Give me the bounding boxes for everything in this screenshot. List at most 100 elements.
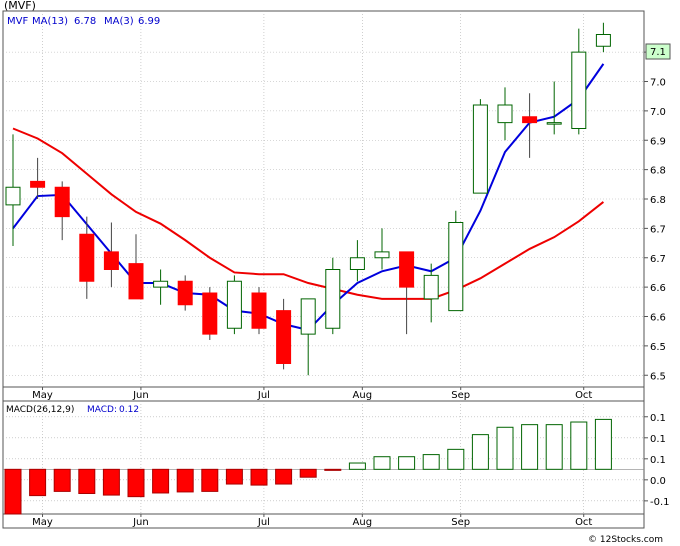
candle-body — [177, 280, 193, 306]
candle-body — [251, 292, 267, 329]
candle-body — [103, 251, 119, 270]
candle — [472, 99, 488, 194]
macd-legend-value-label: MACD: — [87, 405, 117, 415]
legend-ma-long-label: MA(13) — [32, 16, 68, 27]
macd-tick-label: 0.1 — [650, 455, 666, 466]
macd-legend-value: 0.12 — [119, 405, 139, 415]
candle — [128, 234, 144, 300]
month-label: May — [32, 390, 53, 401]
macd-legend-label: MACD(26,12,9) — [6, 405, 74, 415]
candle — [325, 257, 341, 335]
month-label: Jun — [132, 390, 149, 401]
price-tick-label: 7.0 — [650, 78, 666, 89]
macd-month-label: Oct — [575, 517, 592, 528]
candle-body — [448, 222, 464, 312]
macd-bar — [570, 421, 588, 470]
candle — [30, 157, 46, 199]
candle — [54, 181, 70, 241]
price-y-ticks: 6.5 6.5 6.6 6.6 6.7 6.7 6.8 6.8 6.9 7.0 7.0 7.1 — [644, 48, 666, 382]
candle-body — [571, 51, 587, 129]
candle — [177, 275, 193, 311]
candle — [399, 251, 415, 335]
candle — [276, 298, 292, 370]
macd-bar — [127, 468, 145, 498]
candle-body — [128, 263, 144, 300]
macd-bar — [299, 468, 317, 478]
x-axis-band-top — [2, 386, 645, 402]
price-tick-label: 6.7 — [650, 254, 666, 265]
x-axis-band-bottom — [2, 513, 645, 529]
macd-tick-label: 0.0 — [650, 476, 666, 487]
candle-body — [300, 298, 316, 335]
macd-bar — [594, 418, 612, 470]
month-label: Aug — [353, 390, 373, 401]
price-grid — [3, 11, 644, 387]
candle — [300, 298, 316, 376]
candle-body — [202, 292, 218, 335]
candle-body — [153, 280, 169, 288]
month-label: Sep — [451, 390, 470, 401]
price-tick-label: 6.5 — [650, 371, 666, 382]
candle — [448, 210, 464, 312]
candle — [153, 269, 169, 305]
macd-bar — [78, 468, 96, 495]
candle-body — [349, 257, 365, 270]
candle-body — [79, 233, 95, 282]
candle-body — [472, 104, 488, 194]
macd-tick-label: 0.1 — [650, 434, 666, 445]
macd-bar — [53, 468, 71, 492]
macd-bar — [152, 468, 170, 494]
watermark: © 12Stocks.com — [588, 535, 663, 545]
candle — [226, 275, 242, 335]
candle — [546, 81, 562, 135]
macd-bar — [176, 468, 194, 493]
legend-symbol: MVF — [7, 16, 28, 27]
macd-bar — [422, 454, 440, 470]
candle-body — [325, 269, 341, 329]
candle — [251, 287, 267, 335]
price-tick-label: 6.7 — [650, 224, 666, 235]
price-tick-label: 6.8 — [650, 195, 666, 206]
last-price-tag — [645, 43, 671, 60]
macd-month-label: Jun — [132, 517, 149, 528]
legend-ma-long-value: 6.78 — [74, 16, 96, 27]
month-label: Jul — [257, 390, 270, 401]
macd-bar — [250, 468, 268, 486]
macd-month-label: Jul — [257, 517, 270, 528]
price-tick-label: 6.9 — [650, 136, 666, 147]
macd-bar — [324, 468, 342, 471]
candle — [103, 222, 119, 288]
candle — [595, 22, 611, 53]
candle-body — [276, 310, 292, 364]
candle — [5, 134, 21, 246]
candle — [571, 28, 587, 135]
legend-ma-short-value: 6.99 — [138, 16, 160, 27]
candle-body — [30, 180, 46, 188]
candle-body — [546, 122, 562, 125]
price-tick-label: 6.6 — [650, 283, 666, 294]
macd-bar — [545, 424, 563, 470]
candle — [423, 263, 439, 323]
price-x-labels: May Jun Jul Aug Sep Oct — [32, 387, 592, 401]
candle — [522, 93, 538, 158]
macd-bar — [496, 426, 514, 470]
macd-month-label: Aug — [353, 517, 373, 528]
candles — [5, 22, 611, 376]
price-tick-label: 6.8 — [650, 166, 666, 177]
macd-bar — [447, 448, 465, 470]
macd-bar — [102, 468, 120, 496]
macd-bar — [373, 456, 391, 470]
month-label: Oct — [575, 390, 592, 401]
ma-long-line — [12, 127, 605, 300]
macd-bar — [275, 468, 293, 485]
macd-tick-label: 0.1 — [650, 413, 666, 424]
macd-bar — [29, 468, 47, 497]
macd-tick-label: -0.1 — [650, 497, 670, 508]
macd-month-label: May — [32, 517, 53, 528]
macd-bar — [398, 456, 416, 470]
candle — [202, 287, 218, 340]
legend-ma-short-label: MA(3) — [104, 16, 134, 27]
candle-body — [54, 186, 70, 218]
